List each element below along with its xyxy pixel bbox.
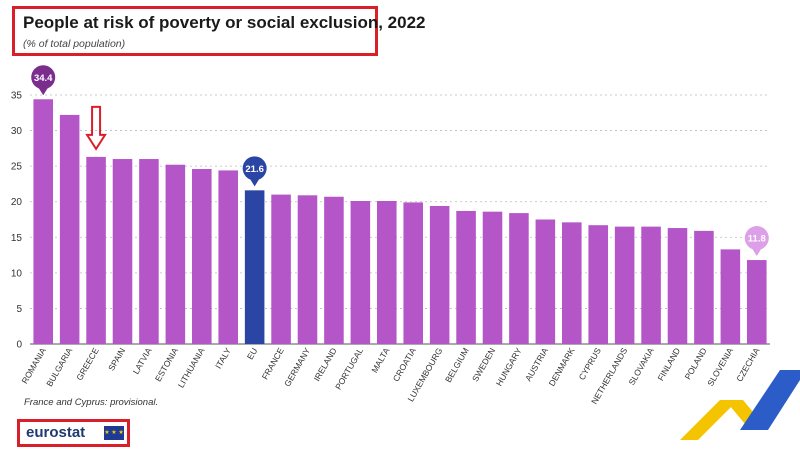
badge-pointer [751, 248, 762, 257]
data-label: 11.8 [748, 234, 766, 245]
bar-germany [297, 195, 318, 344]
badge-pointer [249, 178, 260, 187]
bar-portugal [350, 201, 371, 344]
bar-belgium [456, 210, 476, 344]
x-tick-label: DENMARK [547, 346, 577, 388]
x-tick-label: BELGIUM [443, 346, 471, 384]
chart-title: People at risk of poverty or social excl… [23, 13, 426, 32]
x-tick-label: HUNGARY [494, 346, 524, 388]
bar-spain [112, 159, 133, 344]
x-tick-label: ROMANIA [19, 346, 48, 386]
value-badge [242, 156, 267, 181]
bar-bulgaria [59, 114, 80, 344]
bar-lithuania [192, 168, 212, 344]
eurostat-logo: eurostat ★ ★ ★ [17, 419, 130, 447]
x-tick-label: CROATIA [391, 346, 418, 383]
bar-sweden [482, 211, 503, 344]
y-tick-label: 15 [11, 233, 23, 244]
y-tick-label: 5 [16, 304, 22, 315]
decorative-stripes-icon [680, 370, 800, 440]
x-tick-label: GREECE [74, 346, 101, 382]
eu-flag-icon: ★ ★ ★ [104, 426, 124, 440]
x-tick-label: GERMANY [282, 346, 312, 389]
bar-finland [667, 228, 688, 344]
bar-malta [377, 201, 397, 344]
badge-pointer [38, 87, 49, 96]
value-badge [744, 226, 769, 251]
bar-denmark [562, 222, 582, 344]
x-tick-label: SPAIN [106, 346, 127, 373]
bar-romania [33, 99, 53, 344]
x-tick-label: PORTUGAL [333, 346, 365, 392]
x-tick-label: LITHUANIA [176, 346, 207, 390]
x-tick-label: FRANCE [260, 346, 286, 382]
y-tick-label: 20 [11, 197, 23, 208]
x-tick-label: CYPRUS [577, 346, 604, 382]
x-tick-label: ITALY [213, 346, 233, 371]
title-box: People at risk of poverty or social excl… [12, 6, 426, 56]
footnote: France and Cyprus: provisional. [24, 397, 159, 408]
y-tick-label: 25 [11, 162, 23, 173]
chart-subtitle: (% of total population) [23, 38, 126, 50]
x-tick-label: MALTA [369, 346, 391, 375]
bar-ireland [324, 196, 344, 344]
x-tick-label: EU [245, 346, 260, 361]
bar-italy [218, 170, 238, 344]
y-tick-label: 10 [11, 268, 23, 279]
bar-latvia [139, 159, 159, 344]
x-tick-label: AUSTRIA [523, 346, 550, 383]
data-label: 34.4 [34, 73, 53, 84]
bar-slovenia [720, 249, 741, 344]
y-tick-label: 0 [16, 340, 22, 351]
bar-greece [86, 156, 106, 344]
bar-austria [535, 219, 556, 344]
bar-poland [694, 230, 714, 344]
bar-estonia [165, 164, 186, 344]
x-tick-label: LATVIA [131, 346, 154, 376]
value-badge [31, 65, 56, 90]
bar-luxembourg [429, 205, 450, 344]
x-tick-label: IRELAND [312, 346, 339, 383]
logo-text: eurostat [26, 424, 86, 441]
x-tick-label: FINLAND [655, 346, 682, 383]
x-tick-label: ESTONIA [153, 346, 180, 383]
bar-czechia [747, 260, 767, 344]
bar-france [271, 194, 291, 344]
bar-eu [244, 190, 265, 344]
y-tick-label: 30 [11, 126, 23, 137]
bar-netherlands [614, 226, 635, 344]
bar-slovakia [641, 226, 661, 344]
bar-croatia [403, 202, 423, 344]
x-tick-label: SLOVAKIA [626, 346, 656, 387]
bar-hungary [509, 213, 529, 344]
annotation-arrow-icon [85, 105, 107, 151]
bar-cyprus [588, 225, 608, 344]
y-tick-label: 35 [11, 91, 23, 102]
x-tick-label: BULGARIA [44, 346, 74, 389]
x-tick-label: SWEDEN [470, 346, 497, 383]
data-label: 21.6 [245, 164, 264, 175]
